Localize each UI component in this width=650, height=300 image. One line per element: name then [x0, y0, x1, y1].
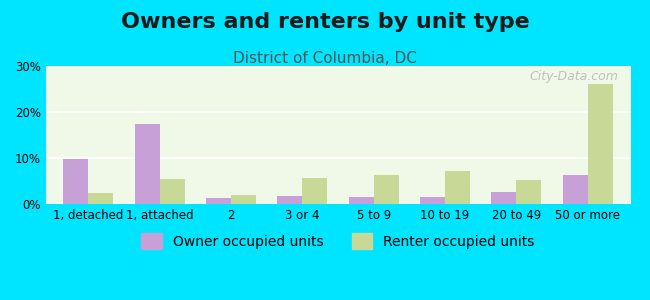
Bar [420, 197, 445, 204]
Bar [278, 196, 302, 204]
Legend: Owner occupied units, Renter occupied units: Owner occupied units, Renter occupied un… [136, 227, 540, 255]
Bar [63, 159, 88, 204]
Bar [588, 84, 613, 204]
Bar [231, 195, 256, 204]
Bar [563, 176, 588, 204]
Bar [348, 196, 374, 204]
Bar [302, 178, 328, 204]
Text: Owners and renters by unit type: Owners and renters by unit type [121, 12, 529, 32]
Text: City-Data.com: City-Data.com [530, 70, 619, 83]
Bar [160, 179, 185, 204]
Bar [445, 171, 470, 204]
Bar [516, 180, 541, 204]
Bar [88, 194, 113, 204]
Bar [135, 124, 160, 204]
Text: District of Columbia, DC: District of Columbia, DC [233, 51, 417, 66]
Bar [491, 192, 516, 204]
Bar [206, 198, 231, 204]
Bar [374, 176, 398, 204]
